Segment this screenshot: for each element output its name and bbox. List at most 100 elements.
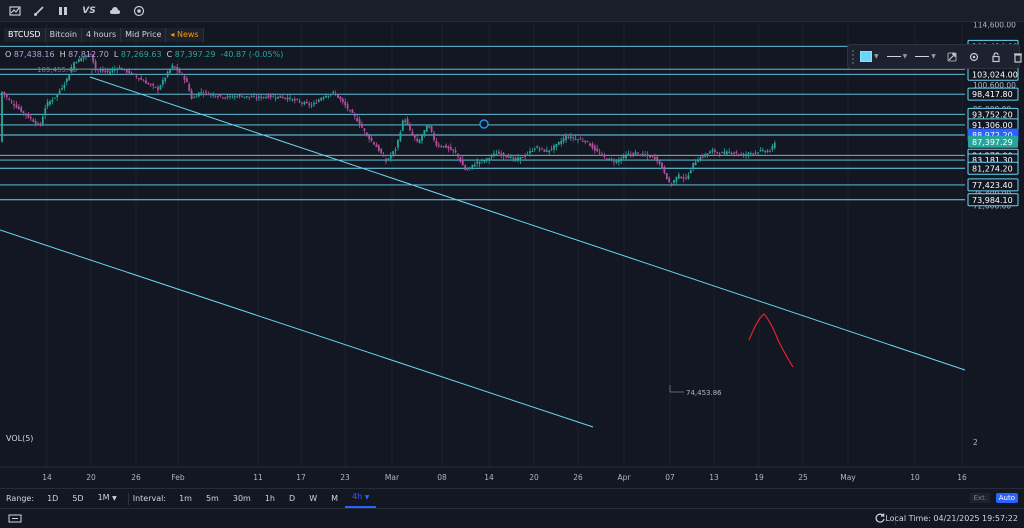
symbol-interval[interactable]: 4 hours [82, 28, 122, 42]
chart-pane[interactable]: 109,455.46 74,453.86 114,600.00106,200.0… [0, 22, 1024, 488]
channel-lower-line[interactable] [0, 229, 594, 428]
candle-body [562, 138, 565, 142]
interval-5m[interactable]: 5m [205, 493, 219, 503]
trend-channel[interactable] [0, 76, 969, 428]
interval-1h[interactable]: 1h [264, 493, 276, 503]
candle-body [634, 152, 637, 155]
candle-body [373, 142, 375, 145]
time-axis[interactable]: 14 20 26 Feb 11 17 23 Mar 08 14 20 26 Apr 07 13 19 25 May… [0, 466, 1024, 482]
auto-scale-toggle[interactable]: Auto [995, 493, 1018, 503]
candle-body [673, 180, 675, 183]
anchor-handle[interactable] [479, 119, 489, 129]
candle-body [449, 146, 452, 150]
channel-upper-line[interactable] [89, 76, 969, 372]
price-chart[interactable]: 109,455.46 74,453.86 114,600.00106,200.0… [0, 22, 1024, 488]
candle-body [716, 152, 719, 154]
candle-body [766, 150, 769, 152]
interval-d[interactable]: D [289, 493, 296, 503]
candle-body [675, 176, 678, 182]
symbol-name: Bitcoin [45, 28, 83, 42]
bar-indicator-icon[interactable] [56, 4, 70, 18]
color-swatch-button[interactable]: ▼ [860, 48, 879, 66]
candle-body [260, 96, 263, 99]
candle-body [358, 119, 361, 125]
candle-body [356, 117, 359, 122]
candle-body [557, 142, 560, 145]
candle-body [548, 150, 551, 153]
extended-hours-toggle[interactable]: Ext. [970, 493, 990, 503]
price-level-tag[interactable]: 103,024.00 [967, 67, 1019, 81]
range-1m[interactable]: 1M ▼ [91, 488, 124, 509]
replay-icon[interactable] [132, 4, 146, 18]
candle-body [694, 162, 697, 166]
candle-body [305, 101, 308, 104]
collapse-icon[interactable] [8, 512, 22, 524]
candle-body [668, 177, 671, 183]
candle-body [332, 91, 335, 93]
delete-button[interactable] [1012, 48, 1024, 66]
grid [46, 22, 963, 467]
candle-body [773, 142, 776, 148]
vs-compare-icon[interactable]: VS [82, 5, 96, 16]
candle-body [267, 95, 270, 98]
horizontal-levels[interactable] [0, 45, 965, 201]
candle-body [140, 78, 143, 80]
template-button[interactable] [946, 48, 958, 66]
candle-body [75, 62, 78, 64]
refresh-icon[interactable] [874, 512, 886, 524]
symbol-ticker[interactable]: BTCUSD [4, 28, 46, 42]
candle-body [617, 159, 620, 163]
interval-w[interactable]: W [309, 493, 318, 503]
time-tick-label: 14 [484, 473, 494, 482]
candle-body [404, 120, 407, 123]
interval-4h[interactable]: 4h ▼ [345, 489, 377, 508]
candle-body [687, 175, 690, 180]
settings-button[interactable] [968, 48, 980, 66]
price-level-tag[interactable]: 81,274.20 [967, 161, 1019, 175]
candle-body [308, 103, 311, 106]
interval-30m[interactable]: 30m [232, 493, 251, 503]
price-level-tag[interactable]: 98,417.80 [967, 87, 1019, 101]
price-level-tag[interactable]: 77,423.40 [967, 178, 1019, 192]
price-level-tag[interactable]: 73,984.10 [967, 193, 1019, 207]
range-1d[interactable]: 1D [47, 493, 59, 503]
chart-type-icon[interactable] [8, 4, 22, 18]
candle-body [346, 104, 349, 109]
lock-button[interactable] [990, 48, 1002, 66]
candle-body [730, 152, 733, 154]
candle-body [154, 86, 157, 88]
candle-body [615, 160, 618, 163]
candle-body [394, 149, 397, 151]
status-bar: Local Time: 04/21/2025 19:57:22 [0, 508, 1024, 528]
candle-body [99, 70, 102, 72]
candle-body [15, 104, 18, 108]
candle-body [553, 145, 555, 150]
candle-body [526, 154, 529, 156]
candle-body [193, 97, 195, 99]
drag-grip-icon[interactable] [852, 49, 854, 64]
time-tick-label: 17 [296, 473, 306, 482]
interval-1m[interactable]: 1m [179, 493, 192, 503]
line-style-button[interactable]: ▼ [886, 48, 907, 66]
candle-body [413, 134, 416, 138]
candle-body [704, 154, 707, 157]
candle-body [478, 161, 481, 164]
chevron-down-icon: ▼ [874, 53, 879, 60]
cloud-icon[interactable] [108, 4, 122, 18]
price-axis[interactable]: 114,600.00106,200.00100,600.0095,000.007… [965, 22, 1024, 467]
line-width-button[interactable]: ▼ [915, 48, 936, 66]
interval-m[interactable]: M [331, 493, 339, 503]
news-button[interactable]: ◂ News [166, 28, 204, 42]
brush-icon[interactable] [32, 4, 46, 18]
candle-body [205, 91, 207, 93]
price-tick-label: 114,600.00 [973, 22, 1016, 29]
candle-body [428, 126, 431, 128]
candle-body [293, 98, 296, 101]
candle-body [253, 96, 255, 98]
price-level-label: 73,984.10 [972, 196, 1013, 205]
current-price-label: 87,397.29 [972, 138, 1013, 147]
candle-body [493, 153, 495, 155]
candle-body [63, 84, 66, 88]
freehand-drawing[interactable] [748, 313, 794, 368]
range-5d[interactable]: 5D [72, 493, 84, 503]
